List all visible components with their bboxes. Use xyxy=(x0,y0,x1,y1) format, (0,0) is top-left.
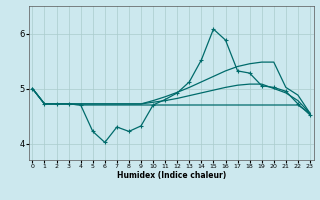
X-axis label: Humidex (Indice chaleur): Humidex (Indice chaleur) xyxy=(116,171,226,180)
